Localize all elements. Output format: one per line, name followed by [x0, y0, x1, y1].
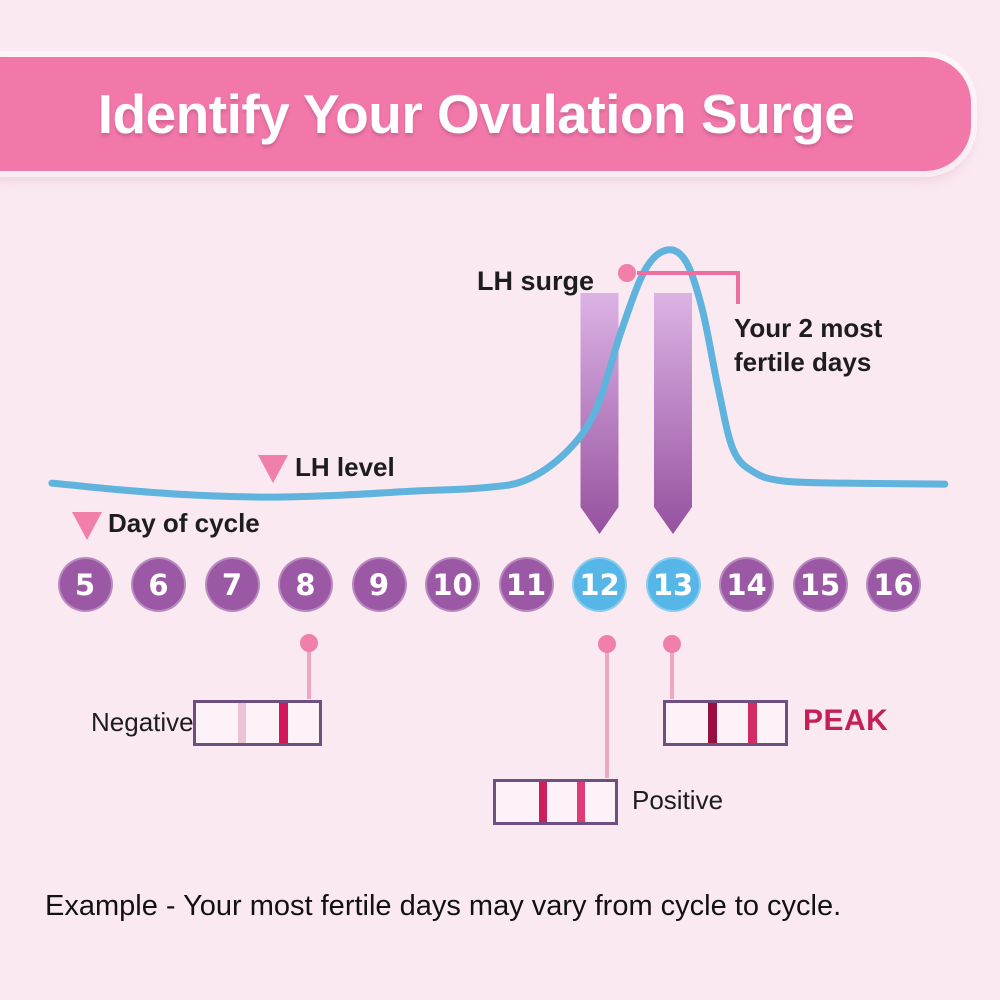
day-circle-7: 7	[204, 557, 260, 612]
day-circle-6: 6	[131, 557, 186, 612]
lh-level-triangle-icon	[258, 455, 288, 483]
negative-connector-dot	[300, 634, 318, 652]
lh-level-curve	[48, 246, 949, 501]
day-circle-12: 12	[572, 557, 627, 612]
peak-strip-label: PEAK	[803, 704, 889, 737]
day-circle-5: 5	[57, 557, 113, 612]
fertile-days-connector-dot	[618, 264, 636, 282]
positive-test-line	[539, 782, 547, 822]
peak-connector-dot	[663, 635, 681, 653]
day-circle-11: 11	[498, 557, 554, 612]
day-of-cycle-triangle-icon	[72, 512, 102, 540]
day-of-cycle-label: Day of cycle	[108, 508, 260, 538]
fertile-days-connector-line	[637, 271, 740, 304]
fertile-days-callout-line1: Your 2 most	[734, 313, 883, 343]
fertile-days-callout-line2: fertile days	[734, 347, 872, 377]
day-circle-13: 13	[645, 557, 701, 612]
peak-control-line	[748, 703, 757, 743]
fertile-day-arrow-12	[580, 293, 619, 534]
peak-test-line	[708, 703, 717, 743]
lh-level-label: LH level	[295, 452, 395, 482]
positive-connector-dot	[598, 635, 616, 653]
fertile-day-arrow-13	[654, 293, 692, 534]
negative-strip-label: Negative	[91, 707, 194, 737]
day-circle-15: 15	[792, 557, 848, 612]
example-note: Example - Your most fertile days may var…	[45, 890, 842, 922]
positive-strip-label: Positive	[632, 785, 724, 815]
lh-surge-label: LH surge	[477, 266, 595, 296]
day-circle-9: 9	[351, 557, 407, 612]
negative-control-line	[279, 703, 288, 743]
day-circle-10: 10	[425, 557, 480, 612]
day-circle-8: 8	[278, 557, 333, 612]
header-banner: Identify Your Ovulation Surge	[0, 57, 971, 171]
positive-control-line	[577, 782, 585, 822]
negative-test-line	[238, 703, 246, 743]
fertile-day-arrows	[580, 293, 692, 534]
fertile-days-callout: Your 2 most fertile days	[734, 311, 882, 379]
peak-test-strip	[663, 700, 788, 746]
callout-connectors	[300, 264, 740, 778]
negative-test-strip	[193, 700, 322, 746]
day-circle-16: 16	[866, 557, 921, 612]
day-circle-14: 14	[719, 557, 774, 612]
positive-test-strip	[493, 779, 618, 825]
page-title: Identify Your Ovulation Surge	[97, 83, 855, 145]
